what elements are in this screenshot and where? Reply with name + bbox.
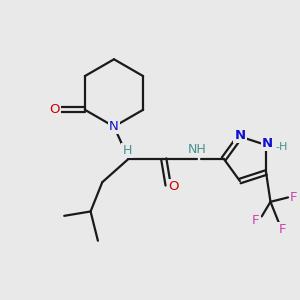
Text: F: F [252,214,260,227]
Text: N: N [109,120,119,133]
Text: N: N [234,128,245,142]
Text: H: H [122,143,132,157]
Text: F: F [290,191,298,204]
Text: NH: NH [188,143,207,156]
Text: O: O [168,180,179,193]
Text: N: N [262,137,273,150]
Text: -H: -H [275,142,287,152]
Text: F: F [278,223,286,236]
Text: O: O [50,103,60,116]
